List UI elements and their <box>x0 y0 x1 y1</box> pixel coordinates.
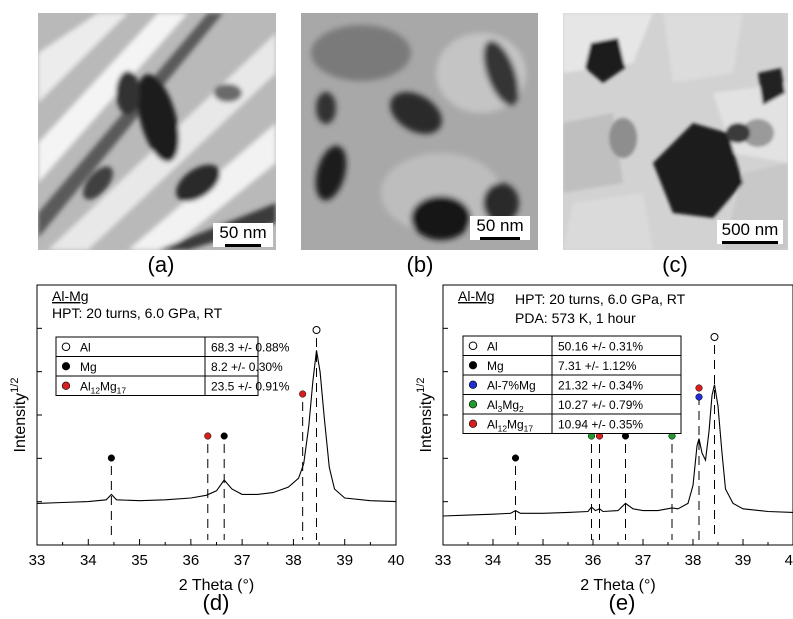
peak-marker-open <box>313 327 320 334</box>
legend-value: 7.31 +/- 1.12% <box>558 359 637 373</box>
peak-marker <box>299 391 306 398</box>
x-tick-label: 40 <box>388 552 405 569</box>
chart-subtitle: HPT: 20 turns, 6.0 GPa, RT <box>515 291 686 307</box>
plot-frame <box>37 285 396 545</box>
legend-marker-open <box>469 342 477 350</box>
chart-subtitle: HPT: 20 turns, 6.0 GPa, RT <box>52 305 223 321</box>
legend-phase: Mg <box>487 359 504 373</box>
x-tick-label: 39 <box>735 552 752 569</box>
x-tick-label: 36 <box>585 552 602 569</box>
legend-value: 10.27 +/- 0.79% <box>558 398 643 412</box>
xrd-chart-d: 33 34 35 36 37 38 39 40 2 Theta (°) Intensity1/2 A… <box>9 285 404 594</box>
peak-marker <box>696 394 703 401</box>
peak-marker <box>512 455 519 462</box>
x-tick-label: 35 <box>535 552 552 569</box>
legend-marker <box>62 362 70 370</box>
legend-value: 21.32 +/- 0.34% <box>558 378 643 392</box>
legend-value: 10.94 +/- 0.35% <box>558 417 643 431</box>
chart-title: Al-Mg <box>52 288 89 304</box>
legend-phase: Mg <box>80 360 97 374</box>
legend-marker <box>469 361 477 369</box>
chart-title: Al-Mg <box>458 288 495 304</box>
legend-value: 8.2 +/- 0.30% <box>211 360 283 374</box>
x-tick-label: 34 <box>485 552 502 569</box>
x-tick-label: 33 <box>29 552 46 569</box>
peak-marker <box>221 433 228 440</box>
x-tick-label: 37 <box>635 552 652 569</box>
legend-value: 50.16 +/- 0.31% <box>558 339 643 353</box>
x-axis-label: 2 Theta (°) <box>580 577 655 594</box>
xrd-chart-e: 33 34 35 36 37 38 39 40 2 Theta (°) Intensity1/2 A… <box>415 285 793 594</box>
legend-marker-open <box>62 343 70 351</box>
peak-marker <box>108 455 115 462</box>
x-tick-label: 36 <box>183 552 200 569</box>
y-axis-label: Intensity1/2 <box>9 378 29 453</box>
legend-phase: Al3Mg2 <box>487 398 524 414</box>
legend-value: 68.3 +/- 0.88% <box>211 340 290 354</box>
chart-subtitle-2: PDA: 573 K, 1 hour <box>515 310 636 326</box>
legend-value: 23.5 +/- 0.91% <box>211 379 290 393</box>
legend-phase: Al <box>487 339 498 353</box>
x-tick-label: 35 <box>131 552 148 569</box>
x-axis-label: 2 Theta (°) <box>179 577 254 594</box>
legend-marker <box>469 420 477 428</box>
y-axis-label: Intensity1/2 <box>415 378 435 453</box>
x-tick-label: 39 <box>336 552 353 569</box>
x-tick-label: 34 <box>80 552 97 569</box>
legend-marker <box>469 400 477 408</box>
x-tick-label: 40 <box>785 552 793 569</box>
legend-phase: Al <box>80 340 91 354</box>
peak-marker <box>696 385 703 392</box>
peak-marker-open <box>711 334 718 341</box>
x-tick-label: 37 <box>234 552 251 569</box>
legend-marker <box>62 382 70 390</box>
legend-phase: Al-7%Mg <box>487 378 536 392</box>
peak-marker <box>204 433 211 440</box>
legend-marker <box>469 381 477 389</box>
x-tick-label: 33 <box>435 552 452 569</box>
x-tick-label: 38 <box>685 552 702 569</box>
x-tick-label: 38 <box>285 552 302 569</box>
